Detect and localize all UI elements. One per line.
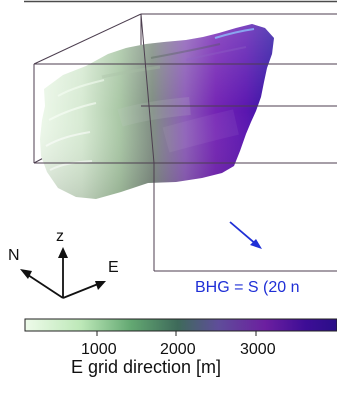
colorbar-tick-1000: 1000 — [81, 341, 117, 358]
z-axis-label: z — [56, 228, 64, 245]
volume-body — [40, 24, 274, 199]
colorbar-tick-3000: 3000 — [240, 341, 276, 358]
bhg-label: BHG = S (20 n — [195, 279, 300, 296]
colorbar-label: E grid direction [m] — [71, 357, 221, 377]
north-axis-label: N — [8, 247, 20, 264]
colorbar-tick-2000: 2000 — [160, 341, 196, 358]
bhg-arrow — [229, 221, 262, 249]
east-axis-label: E — [108, 259, 119, 276]
bounding-box-front — [33, 13, 337, 272]
colorbar — [24, 318, 337, 336]
orientation-triad — [20, 247, 106, 299]
